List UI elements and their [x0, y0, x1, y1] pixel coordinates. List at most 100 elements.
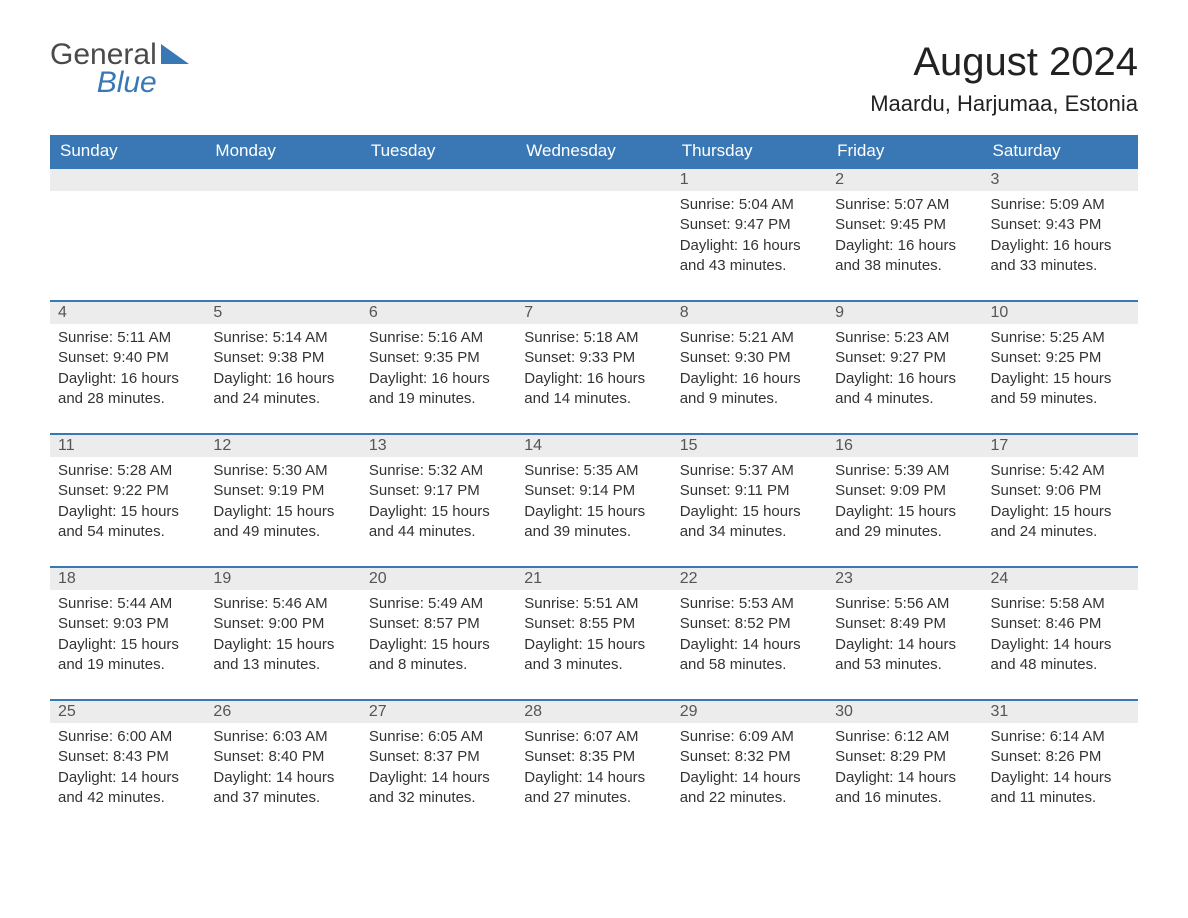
- day-content: Sunrise: 6:14 AMSunset: 8:26 PMDaylight:…: [983, 723, 1138, 832]
- day-content: Sunrise: 6:03 AMSunset: 8:40 PMDaylight:…: [205, 723, 360, 832]
- daylight2-text: and 19 minutes.: [369, 389, 508, 409]
- daylight2-text: and 29 minutes.: [835, 522, 974, 542]
- day-content: Sunrise: 5:44 AMSunset: 9:03 PMDaylight:…: [50, 590, 205, 699]
- day-content: Sunrise: 5:16 AMSunset: 9:35 PMDaylight:…: [361, 324, 516, 433]
- day-content: [205, 191, 360, 281]
- day-content: Sunrise: 5:23 AMSunset: 9:27 PMDaylight:…: [827, 324, 982, 433]
- day-number: 12: [205, 435, 360, 457]
- sunrise-text: Sunrise: 5:28 AM: [58, 461, 197, 481]
- day-number: 18: [50, 568, 205, 590]
- week-row: 1Sunrise: 5:04 AMSunset: 9:47 PMDaylight…: [50, 168, 1138, 301]
- day-content: Sunrise: 5:39 AMSunset: 9:09 PMDaylight:…: [827, 457, 982, 566]
- day-header: Monday: [205, 135, 360, 168]
- sunset-text: Sunset: 9:22 PM: [58, 481, 197, 501]
- daylight1-text: Daylight: 14 hours: [991, 635, 1130, 655]
- daylight1-text: Daylight: 15 hours: [213, 635, 352, 655]
- day-number: 24: [983, 568, 1138, 590]
- calendar-cell: 16Sunrise: 5:39 AMSunset: 9:09 PMDayligh…: [827, 434, 982, 567]
- day-content: Sunrise: 5:56 AMSunset: 8:49 PMDaylight:…: [827, 590, 982, 699]
- calendar-cell: 27Sunrise: 6:05 AMSunset: 8:37 PMDayligh…: [361, 700, 516, 832]
- day-content: Sunrise: 5:32 AMSunset: 9:17 PMDaylight:…: [361, 457, 516, 566]
- calendar-cell: 18Sunrise: 5:44 AMSunset: 9:03 PMDayligh…: [50, 567, 205, 700]
- week-row: 18Sunrise: 5:44 AMSunset: 9:03 PMDayligh…: [50, 567, 1138, 700]
- daylight1-text: Daylight: 14 hours: [369, 768, 508, 788]
- sunrise-text: Sunrise: 5:18 AM: [524, 328, 663, 348]
- sunset-text: Sunset: 8:52 PM: [680, 614, 819, 634]
- day-header: Tuesday: [361, 135, 516, 168]
- daylight2-text: and 3 minutes.: [524, 655, 663, 675]
- day-number: 23: [827, 568, 982, 590]
- sunset-text: Sunset: 8:29 PM: [835, 747, 974, 767]
- daylight2-text: and 4 minutes.: [835, 389, 974, 409]
- daylight2-text: and 19 minutes.: [58, 655, 197, 675]
- calendar-table: SundayMondayTuesdayWednesdayThursdayFrid…: [50, 135, 1138, 832]
- calendar-cell: 31Sunrise: 6:14 AMSunset: 8:26 PMDayligh…: [983, 700, 1138, 832]
- sunrise-text: Sunrise: 5:14 AM: [213, 328, 352, 348]
- day-number: 26: [205, 701, 360, 723]
- sunrise-text: Sunrise: 5:42 AM: [991, 461, 1130, 481]
- daylight2-text: and 44 minutes.: [369, 522, 508, 542]
- calendar-cell: 7Sunrise: 5:18 AMSunset: 9:33 PMDaylight…: [516, 301, 671, 434]
- day-number: 17: [983, 435, 1138, 457]
- calendar-cell: 12Sunrise: 5:30 AMSunset: 9:19 PMDayligh…: [205, 434, 360, 567]
- sunset-text: Sunset: 9:27 PM: [835, 348, 974, 368]
- sunrise-text: Sunrise: 5:23 AM: [835, 328, 974, 348]
- calendar-cell: 20Sunrise: 5:49 AMSunset: 8:57 PMDayligh…: [361, 567, 516, 700]
- daylight1-text: Daylight: 16 hours: [680, 236, 819, 256]
- sunset-text: Sunset: 8:35 PM: [524, 747, 663, 767]
- day-content: Sunrise: 5:11 AMSunset: 9:40 PMDaylight:…: [50, 324, 205, 433]
- day-number: 3: [983, 169, 1138, 191]
- daylight2-text: and 42 minutes.: [58, 788, 197, 808]
- calendar-cell: 2Sunrise: 5:07 AMSunset: 9:45 PMDaylight…: [827, 168, 982, 301]
- day-header: Thursday: [672, 135, 827, 168]
- day-number: 25: [50, 701, 205, 723]
- daylight1-text: Daylight: 14 hours: [213, 768, 352, 788]
- day-content: Sunrise: 6:07 AMSunset: 8:35 PMDaylight:…: [516, 723, 671, 832]
- day-content: Sunrise: 5:51 AMSunset: 8:55 PMDaylight:…: [516, 590, 671, 699]
- flag-icon: [161, 44, 189, 64]
- day-content: Sunrise: 5:18 AMSunset: 9:33 PMDaylight:…: [516, 324, 671, 433]
- sunset-text: Sunset: 8:32 PM: [680, 747, 819, 767]
- sunset-text: Sunset: 8:40 PM: [213, 747, 352, 767]
- calendar-cell: 22Sunrise: 5:53 AMSunset: 8:52 PMDayligh…: [672, 567, 827, 700]
- daylight2-text: and 39 minutes.: [524, 522, 663, 542]
- brand-name-part2: Blue: [50, 68, 157, 98]
- day-number: 16: [827, 435, 982, 457]
- sunset-text: Sunset: 9:03 PM: [58, 614, 197, 634]
- daylight1-text: Daylight: 14 hours: [835, 768, 974, 788]
- calendar-cell: 29Sunrise: 6:09 AMSunset: 8:32 PMDayligh…: [672, 700, 827, 832]
- sunset-text: Sunset: 9:14 PM: [524, 481, 663, 501]
- day-number-bar: [516, 169, 671, 191]
- daylight2-text: and 49 minutes.: [213, 522, 352, 542]
- page-header: General Blue August 2024 Maardu, Harjuma…: [50, 40, 1138, 117]
- daylight2-text: and 13 minutes.: [213, 655, 352, 675]
- sunrise-text: Sunrise: 5:25 AM: [991, 328, 1130, 348]
- calendar-cell: 15Sunrise: 5:37 AMSunset: 9:11 PMDayligh…: [672, 434, 827, 567]
- daylight2-text: and 32 minutes.: [369, 788, 508, 808]
- day-content: Sunrise: 6:00 AMSunset: 8:43 PMDaylight:…: [50, 723, 205, 832]
- day-content: [516, 191, 671, 281]
- daylight1-text: Daylight: 15 hours: [991, 369, 1130, 389]
- calendar-cell: 6Sunrise: 5:16 AMSunset: 9:35 PMDaylight…: [361, 301, 516, 434]
- daylight1-text: Daylight: 15 hours: [213, 502, 352, 522]
- sunrise-text: Sunrise: 5:51 AM: [524, 594, 663, 614]
- calendar-cell: 25Sunrise: 6:00 AMSunset: 8:43 PMDayligh…: [50, 700, 205, 832]
- daylight1-text: Daylight: 15 hours: [524, 502, 663, 522]
- day-content: [50, 191, 205, 281]
- day-header-row: SundayMondayTuesdayWednesdayThursdayFrid…: [50, 135, 1138, 168]
- sunset-text: Sunset: 9:00 PM: [213, 614, 352, 634]
- daylight1-text: Daylight: 15 hours: [991, 502, 1130, 522]
- sunrise-text: Sunrise: 5:39 AM: [835, 461, 974, 481]
- sunset-text: Sunset: 9:11 PM: [680, 481, 819, 501]
- calendar-cell: [50, 168, 205, 301]
- sunset-text: Sunset: 9:25 PM: [991, 348, 1130, 368]
- calendar-cell: 10Sunrise: 5:25 AMSunset: 9:25 PMDayligh…: [983, 301, 1138, 434]
- sunrise-text: Sunrise: 5:07 AM: [835, 195, 974, 215]
- daylight1-text: Daylight: 16 hours: [680, 369, 819, 389]
- day-number: 28: [516, 701, 671, 723]
- daylight2-text: and 27 minutes.: [524, 788, 663, 808]
- daylight2-text: and 9 minutes.: [680, 389, 819, 409]
- daylight2-text: and 48 minutes.: [991, 655, 1130, 675]
- day-number: 27: [361, 701, 516, 723]
- day-number: 15: [672, 435, 827, 457]
